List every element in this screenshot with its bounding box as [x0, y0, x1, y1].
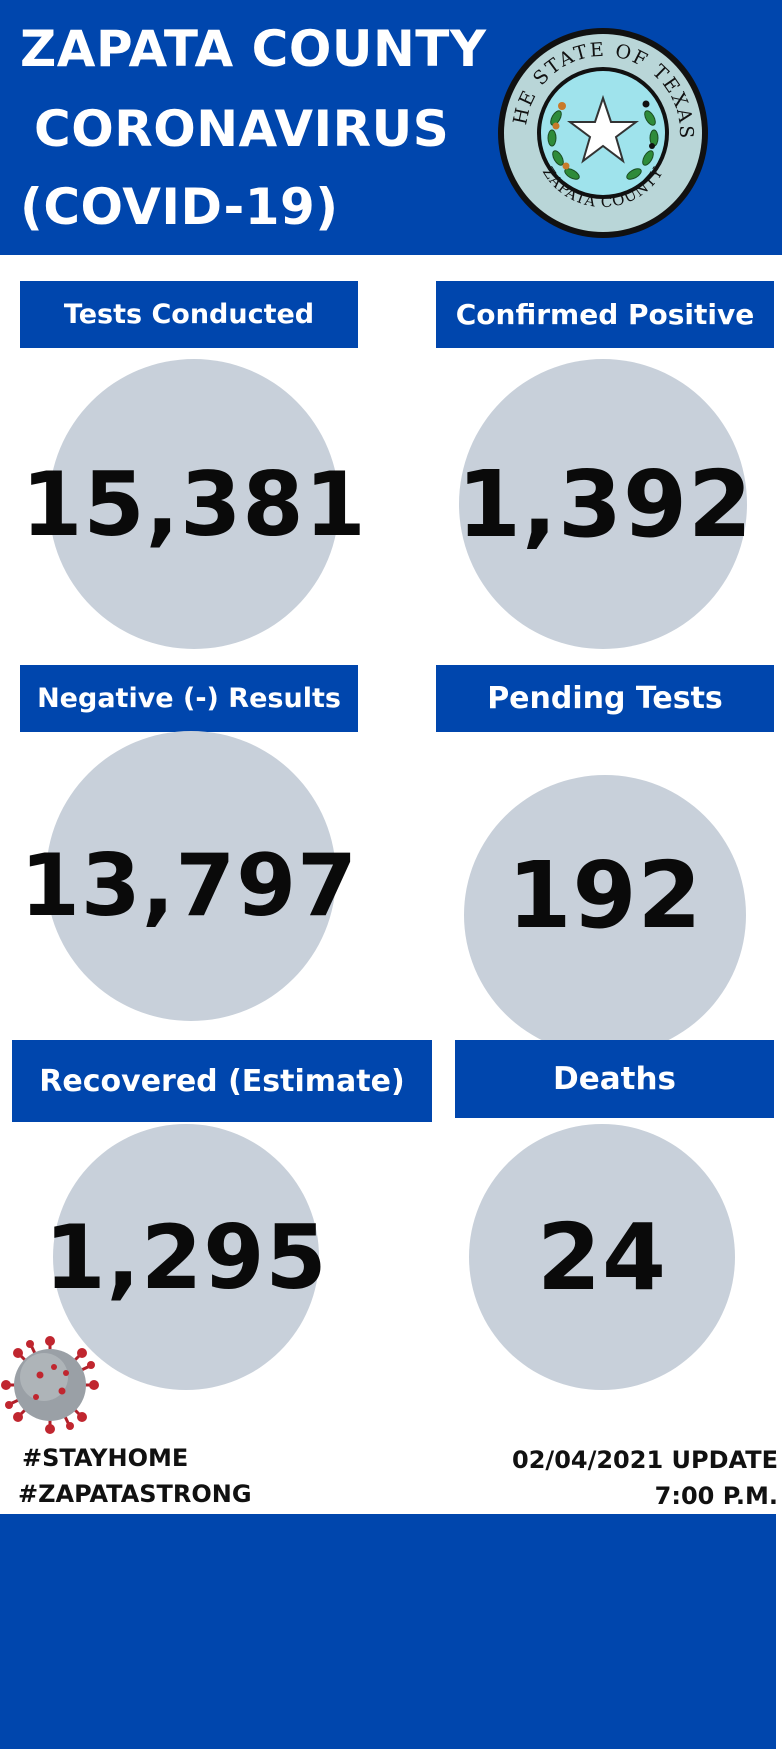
update-time: 7:00 P.M.: [654, 1482, 778, 1510]
negative-results-label: Negative (-) Results: [20, 665, 358, 732]
footer-band: [0, 1514, 776, 1749]
tests-conducted-circle: [49, 359, 339, 649]
update-date: 02/04/2021 UPDATE: [512, 1446, 778, 1474]
title-line-covid: (COVID-19): [20, 178, 339, 236]
header-banner: ZAPATA COUNTY CORONAVIRUS (COVID-19): [0, 0, 782, 255]
recovered-label: Recovered (Estimate): [12, 1040, 432, 1122]
deaths-label: Deaths: [455, 1040, 774, 1118]
title-line-county: ZAPATA COUNTY: [20, 20, 487, 78]
tests-conducted-value: 15,381: [21, 452, 367, 556]
pending-tests-value: 192: [507, 841, 703, 949]
confirmed-positive-value: 1,392: [456, 450, 753, 558]
pending-tests-label: Pending Tests: [436, 665, 774, 732]
hashtag-zapatastrong: #ZAPATASTRONG: [18, 1480, 252, 1508]
negative-results-value: 13,797: [20, 836, 358, 936]
hashtag-stayhome: #STAYHOME: [22, 1444, 189, 1472]
negative-results-circle: [46, 731, 336, 1021]
recovered-value: 1,295: [44, 1205, 328, 1309]
deaths-value: 24: [536, 1203, 668, 1311]
title-line-coronavirus: CORONAVIRUS: [34, 100, 450, 158]
confirmed-positive-circle: [459, 359, 747, 649]
pending-tests-circle: [464, 775, 746, 1055]
recovered-circle: [53, 1124, 319, 1390]
confirmed-positive-label: Confirmed Positive: [436, 281, 774, 348]
tests-conducted-label: Tests Conducted: [20, 281, 358, 348]
coronavirus-icon: [1, 1336, 99, 1434]
deaths-circle: [469, 1124, 735, 1390]
texas-state-seal-icon: THE STATE OF TEXAS ZAPATA COUNTY: [496, 26, 708, 238]
